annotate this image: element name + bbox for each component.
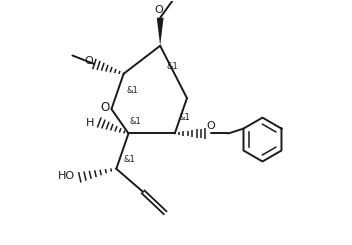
Text: O: O — [84, 56, 93, 66]
Text: &1: &1 — [166, 62, 178, 71]
Text: O: O — [207, 121, 215, 131]
Text: &1: &1 — [130, 117, 142, 126]
Text: &1: &1 — [126, 86, 138, 95]
Polygon shape — [157, 18, 164, 46]
Text: &1: &1 — [178, 113, 190, 122]
Text: &1: &1 — [124, 155, 136, 164]
Text: H: H — [86, 118, 94, 127]
Text: HO: HO — [58, 171, 75, 181]
Text: O: O — [155, 5, 163, 15]
Text: O: O — [100, 101, 109, 114]
